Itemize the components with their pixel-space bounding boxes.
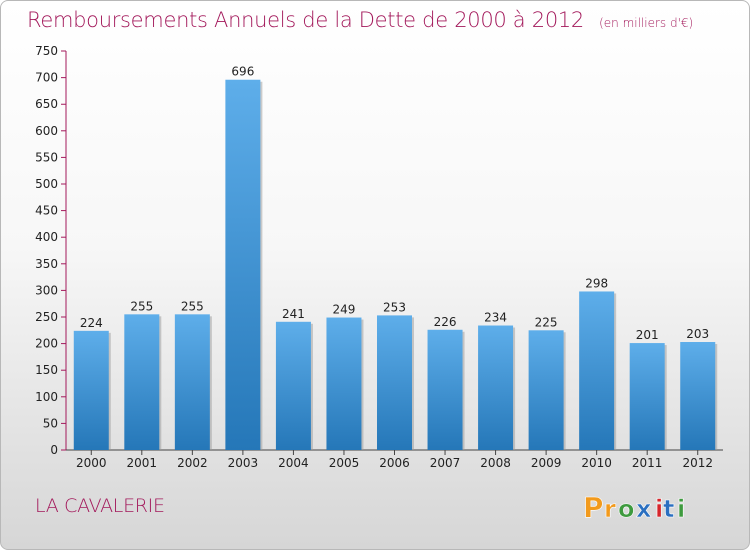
- x-tick-label: 2008: [480, 456, 511, 470]
- x-tick-label: 2004: [278, 456, 309, 470]
- chart-title: Remboursements Annuels de la Dette de 20…: [27, 8, 693, 32]
- logo-letter: i: [677, 495, 685, 523]
- y-tick-label: 600: [35, 124, 58, 138]
- logo-letter: P: [583, 491, 604, 524]
- logo-letter: i: [655, 495, 663, 523]
- bar-value-label: 241: [282, 307, 305, 321]
- y-tick-label: 450: [35, 204, 58, 218]
- bar: [124, 314, 160, 450]
- bar: [73, 330, 109, 450]
- x-tick-label: 2000: [76, 456, 107, 470]
- x-tick-label: 2001: [127, 456, 158, 470]
- bar: [225, 79, 261, 450]
- y-tick-label: 500: [35, 177, 58, 191]
- bar-value-label: 201: [636, 328, 659, 342]
- bar-value-label: 225: [535, 315, 558, 329]
- y-tick-label: 650: [35, 97, 58, 111]
- x-tick-label: 2005: [329, 456, 360, 470]
- x-tick-label: 2007: [430, 456, 461, 470]
- bar-value-label: 255: [181, 299, 204, 313]
- x-tick-label: 2010: [581, 456, 612, 470]
- bar-value-label: 298: [585, 276, 608, 290]
- bar: [174, 314, 210, 450]
- y-tick-label: 0: [50, 443, 58, 457]
- bar-value-label: 203: [686, 327, 709, 341]
- bar-value-label: 224: [80, 316, 103, 330]
- bar: [326, 317, 362, 450]
- bar: [275, 321, 311, 450]
- y-tick-label: 200: [35, 337, 58, 351]
- logo-letter: t: [663, 495, 674, 523]
- bar-value-label: 234: [484, 311, 507, 325]
- bar-value-label: 249: [333, 303, 356, 317]
- y-tick-label: 700: [35, 71, 58, 85]
- y-tick-label: 50: [43, 416, 58, 430]
- x-tick-label: 2011: [632, 456, 663, 470]
- y-tick-label: 300: [35, 283, 58, 297]
- bar: [579, 291, 615, 450]
- bar: [629, 343, 665, 450]
- x-tick-label: 2003: [228, 456, 259, 470]
- place-name: LA CAVALERIE: [35, 495, 165, 517]
- x-tick-label: 2006: [379, 456, 410, 470]
- logo-letter: r: [604, 495, 616, 523]
- logo-letter: o: [618, 495, 635, 523]
- x-tick-label: 2009: [531, 456, 562, 470]
- y-tick-label: 100: [35, 390, 58, 404]
- y-tick-label: 250: [35, 310, 58, 324]
- x-tick-label: 2002: [177, 456, 208, 470]
- bar-value-label: 255: [130, 299, 153, 313]
- y-tick-label: 550: [35, 150, 58, 164]
- bar-value-label: 696: [231, 65, 254, 79]
- y-tick-label: 150: [35, 363, 58, 377]
- y-tick-label: 400: [35, 230, 58, 244]
- y-tick-label: 750: [35, 44, 58, 58]
- bar: [377, 315, 412, 450]
- y-tick-label: 350: [35, 257, 58, 271]
- bar: [680, 342, 716, 450]
- chart-title-main: Remboursements Annuels de la Dette de 20…: [27, 8, 584, 32]
- bar: [427, 329, 463, 450]
- bar-value-label: 226: [434, 315, 457, 329]
- bar: [478, 325, 514, 450]
- chart-title-unit: (en milliers d'€): [599, 16, 694, 30]
- x-tick-label: 2012: [682, 456, 713, 470]
- logo-letter: x: [636, 495, 652, 523]
- bar-value-label: 253: [383, 300, 406, 314]
- bar: [528, 330, 564, 450]
